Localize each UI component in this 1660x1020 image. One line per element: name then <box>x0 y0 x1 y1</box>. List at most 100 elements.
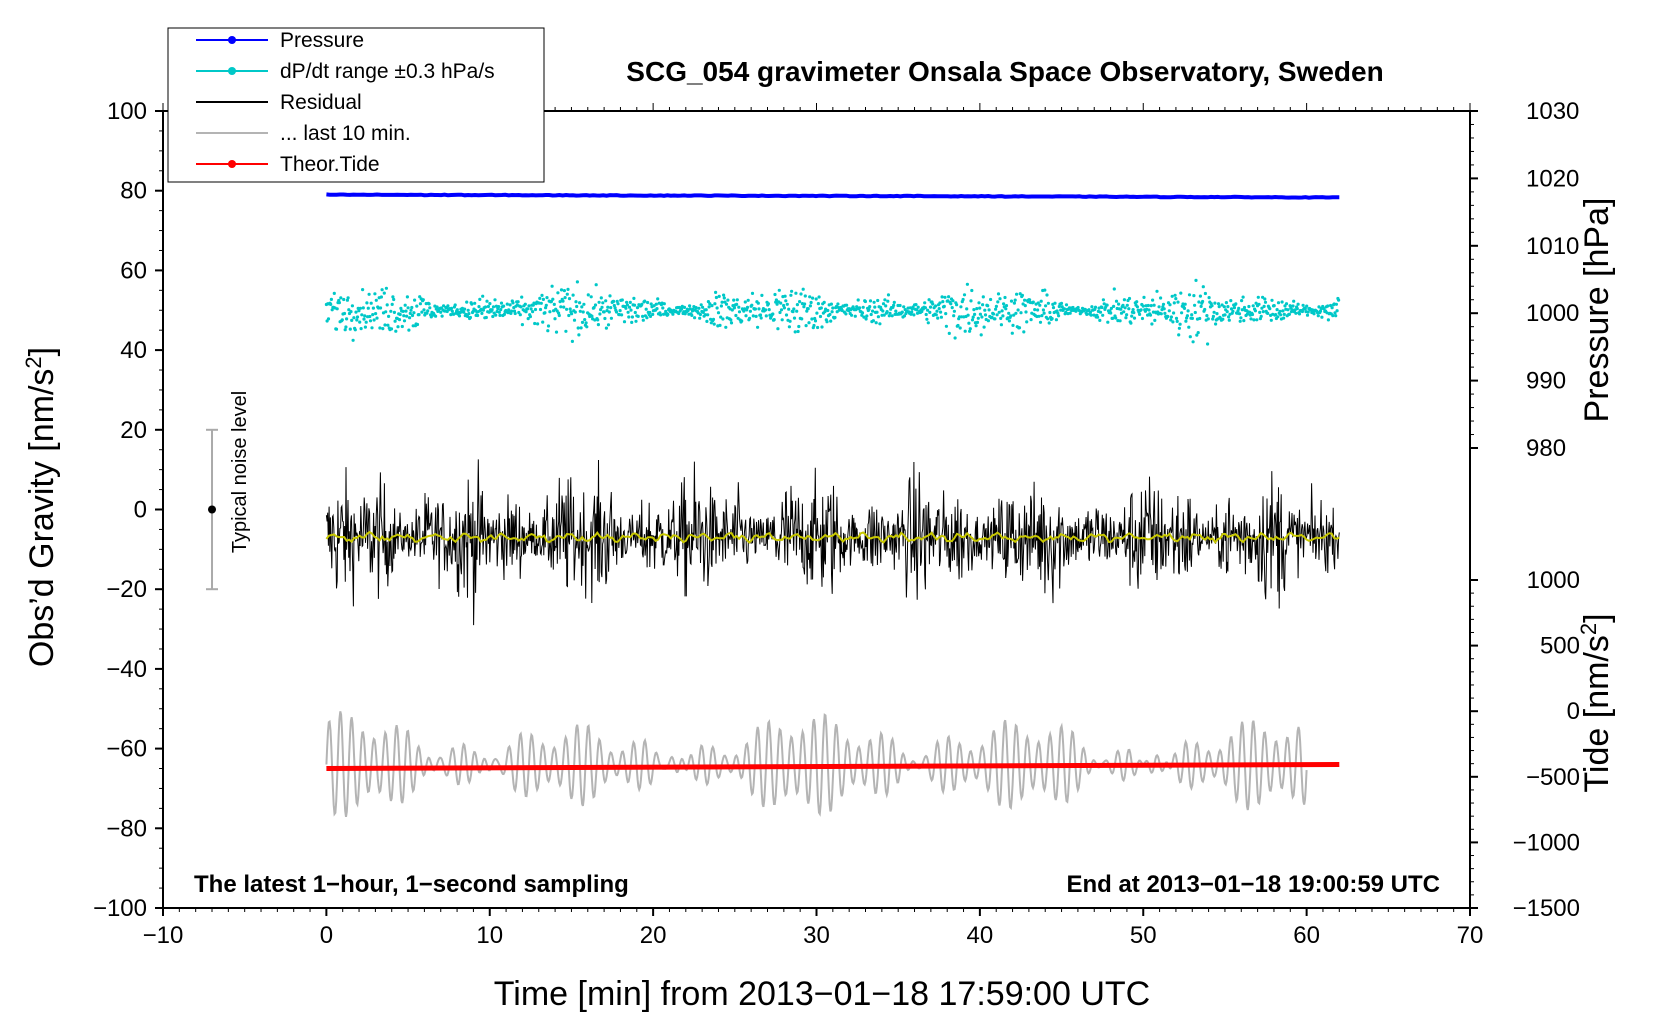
dpdt-point <box>882 313 886 317</box>
dpdt-point <box>339 296 343 300</box>
dpdt-point <box>383 323 387 327</box>
dpdt-point <box>426 309 430 313</box>
dpdt-point <box>1296 302 1300 306</box>
dpdt-point <box>938 301 942 305</box>
dpdt-point <box>1201 285 1205 289</box>
y-right-tide-title-sup: 2 <box>1576 623 1601 635</box>
y-axis-left-title: Obs’d Gravity [nm/s2] <box>21 347 62 667</box>
dpdt-point <box>962 293 967 297</box>
dpdt-point <box>1046 317 1050 321</box>
dpdt-point <box>1169 318 1173 322</box>
y-pressure-tick-label: 1020 <box>1526 165 1579 192</box>
dpdt-point <box>1238 319 1242 323</box>
dpdt-point <box>640 302 644 306</box>
dpdt-point <box>406 306 410 310</box>
dpdt-point <box>551 297 555 301</box>
dpdt-point <box>928 305 933 309</box>
dpdt-point <box>612 299 616 303</box>
dpdt-point <box>390 302 394 306</box>
dpdt-point <box>594 283 598 287</box>
dpdt-point <box>805 309 809 313</box>
dpdt-point <box>950 306 954 310</box>
dpdt-point <box>348 327 352 331</box>
dpdt-point <box>527 304 531 308</box>
dpdt-point <box>1174 297 1178 301</box>
dpdt-point <box>825 320 829 324</box>
dpdt-point <box>900 310 904 314</box>
dpdt-point <box>952 314 956 318</box>
y-pressure-tick-label: 980 <box>1526 435 1566 462</box>
dpdt-point <box>830 310 834 314</box>
dpdt-point <box>334 327 339 331</box>
dpdt-point <box>935 309 939 313</box>
dpdt-point <box>490 308 494 312</box>
dpdt-point <box>592 305 596 310</box>
dpdt-point <box>497 310 501 314</box>
dpdt-point <box>977 301 981 305</box>
dpdt-point <box>330 308 334 312</box>
dpdt-point <box>1100 305 1104 310</box>
dpdt-point <box>1122 298 1126 302</box>
dpdt-point <box>553 317 557 321</box>
dpdt-point <box>1139 308 1143 312</box>
dpdt-point <box>384 286 388 290</box>
dpdt-point <box>1109 311 1113 315</box>
dpdt-point <box>886 299 890 303</box>
dpdt-point <box>1112 304 1116 308</box>
dpdt-point <box>355 318 359 322</box>
dpdt-point <box>1016 308 1020 312</box>
dpdt-point <box>1261 295 1265 299</box>
dpdt-point <box>1117 302 1121 306</box>
dpdt-point <box>804 324 808 328</box>
dpdt-point <box>926 321 930 325</box>
dpdt-point <box>952 309 957 313</box>
dpdt-point <box>1042 311 1046 315</box>
dpdt-point <box>347 308 351 312</box>
dpdt-point <box>1031 300 1035 304</box>
noise-label: Typical noise level <box>229 391 251 553</box>
dpdt-point <box>1002 302 1006 306</box>
dpdt-point <box>1019 311 1023 315</box>
dpdt-point <box>1028 298 1032 302</box>
dpdt-point <box>415 304 419 308</box>
dpdt-point <box>970 288 974 293</box>
dpdt-point <box>1263 297 1267 301</box>
dpdt-point <box>359 327 363 331</box>
dpdt-point <box>546 324 551 328</box>
dpdt-point <box>780 318 784 322</box>
dpdt-point <box>1127 307 1131 311</box>
dpdt-point <box>799 292 803 296</box>
x-tick-label: 70 <box>1457 922 1484 949</box>
dpdt-point <box>1312 312 1316 316</box>
y-pressure-tick-label: 1000 <box>1526 300 1579 327</box>
dpdt-point <box>641 314 645 318</box>
dpdt-point <box>392 297 396 302</box>
dpdt-point <box>502 312 506 316</box>
dpdt-point <box>868 305 872 309</box>
y-axis-left-ticks: −100 −80 −60 −40 −20 0 20 40 60 80 100 <box>93 98 163 922</box>
dpdt-point <box>871 319 876 323</box>
dpdt-point <box>1010 331 1014 335</box>
dpdt-point <box>567 313 571 318</box>
dpdt-point <box>726 298 730 302</box>
dpdt-point <box>1174 316 1179 320</box>
dpdt-point <box>923 301 927 305</box>
y-left-tick-label: 20 <box>120 417 147 444</box>
dpdt-point <box>798 300 802 304</box>
dpdt-point <box>1198 294 1202 298</box>
dpdt-point <box>772 318 776 322</box>
legend-label: Residual <box>280 91 362 114</box>
dpdt-point <box>974 324 978 328</box>
dpdt-point <box>372 318 376 322</box>
dpdt-point <box>480 311 484 315</box>
dpdt-point <box>1211 314 1215 318</box>
dpdt-point <box>368 319 373 323</box>
dpdt-point <box>1142 295 1146 299</box>
dpdt-point <box>649 302 653 306</box>
dpdt-point <box>396 325 400 329</box>
dpdt-point <box>367 292 371 296</box>
dpdt-point <box>719 315 723 319</box>
dpdt-point <box>358 306 362 310</box>
dpdt-point <box>586 293 590 297</box>
y-tide-tick-label: 1000 <box>1527 567 1580 594</box>
